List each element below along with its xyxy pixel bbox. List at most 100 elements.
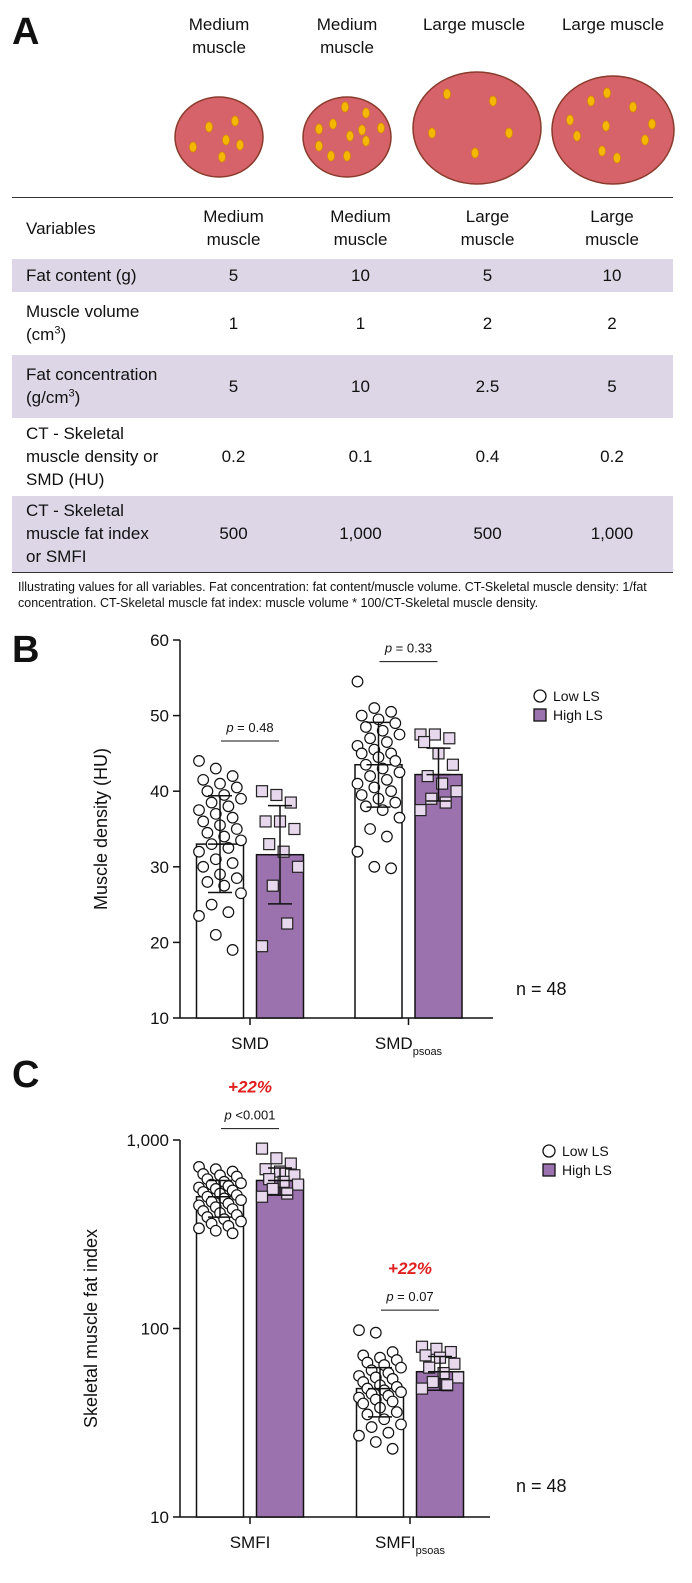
illustration-label: Medium muscle — [316, 15, 378, 57]
table-cell: 2 — [482, 313, 493, 333]
data-point — [281, 1187, 294, 1200]
y-axis-title: Muscle density (HU) — [91, 748, 111, 910]
data-point — [393, 811, 406, 824]
data-point — [385, 785, 398, 798]
category-subscript: psoas — [416, 1545, 446, 1557]
data-point — [284, 796, 297, 809]
panel-label: C — [12, 1054, 39, 1096]
row-label: Muscle volume (cm3) — [12, 292, 170, 355]
data-point — [389, 796, 402, 809]
data-point — [443, 732, 456, 745]
table-cell: 5 — [424, 258, 551, 292]
table-cell: 1,000 — [297, 495, 424, 573]
data-point — [446, 758, 459, 771]
header-cell: Large muscle — [460, 207, 515, 250]
table-body: Variables Medium muscle Medium muscle Large… — [12, 198, 673, 573]
legend-marker — [533, 708, 547, 722]
data-point — [230, 872, 243, 885]
data-point — [193, 1222, 205, 1235]
p-text: = 0.07 — [394, 1289, 434, 1304]
table-cell: 500 — [424, 495, 551, 573]
variables-table: Variables Medium muscle Medium muscle Large… — [12, 197, 673, 573]
row-label: Fat content (g) — [12, 258, 170, 292]
data-point — [419, 1349, 432, 1362]
data-point — [266, 879, 279, 892]
data-point — [209, 853, 222, 866]
illustration-label: Medium muscle — [188, 15, 250, 57]
data-point — [197, 773, 210, 786]
data-point — [414, 803, 427, 817]
label-text: ) — [60, 325, 67, 344]
bar — [195, 1195, 245, 1518]
table-row: Fat concentration (g/cm3) 5 10 2.5 5 — [12, 354, 673, 418]
data-point — [393, 766, 406, 779]
p-value: p = 0.48 — [225, 720, 273, 735]
data-point — [214, 777, 226, 790]
p-symbol: p — [384, 641, 392, 656]
header-cell: Medium muscle — [203, 207, 264, 250]
data-point — [361, 1408, 374, 1421]
data-point — [255, 785, 269, 798]
label-superscript: 3 — [68, 387, 75, 400]
x-tick-label: SMDpsoas — [375, 1034, 443, 1058]
data-point — [201, 826, 214, 839]
header-cell: Large muscle — [585, 207, 639, 250]
data-point — [255, 940, 269, 953]
p-symbol: p — [224, 1108, 232, 1123]
data-point — [448, 1357, 461, 1370]
label-text: Muscle volume (cm — [26, 302, 140, 344]
legend-marker — [542, 1144, 556, 1158]
data-point — [369, 1326, 382, 1339]
legend-label: High LS — [553, 707, 603, 723]
data-point — [351, 675, 364, 688]
data-point — [277, 845, 290, 858]
y-axis-title: Skeletal muscle fat index — [81, 1229, 101, 1428]
label-text: CT - Skeletal muscle fat index or SMFI — [26, 501, 149, 567]
data-point — [381, 773, 393, 786]
data-point — [201, 785, 214, 798]
label-text: Fat concentration (g/cm — [26, 365, 158, 407]
data-point — [197, 860, 210, 873]
table-cell: 1 — [355, 313, 366, 333]
data-point — [437, 1366, 450, 1380]
data-point — [205, 898, 218, 911]
bar — [415, 1370, 465, 1518]
y-tick-label: 30 — [150, 858, 169, 877]
data-point — [291, 860, 305, 873]
row-label: Fat concentration (g/cm3) — [12, 354, 170, 418]
data-point — [390, 1406, 403, 1419]
data-point — [423, 1361, 436, 1374]
row-label: CT - Skeletal muscle fat index or SMFI — [12, 495, 170, 573]
illustration-label: Large muscle — [422, 15, 526, 34]
row-label: CT - Skeletal muscle density or SMD (HU) — [12, 418, 170, 496]
data-point — [230, 781, 243, 794]
data-point — [284, 1157, 297, 1170]
data-point — [395, 1361, 407, 1374]
data-point — [222, 842, 235, 854]
y-tick-label: 10 — [150, 1009, 169, 1028]
data-point — [368, 702, 381, 714]
change-label: +22% — [388, 1259, 432, 1278]
table-cell: 10 — [551, 258, 673, 292]
data-point — [291, 1178, 305, 1191]
label-superscript: 3 — [54, 324, 61, 337]
data-point — [353, 1429, 365, 1442]
table-row: CT - Skeletal muscle fat index or SMFI 50… — [12, 495, 673, 573]
data-point — [235, 1194, 247, 1206]
label-text: Fat content (g) — [26, 265, 137, 285]
data-point — [439, 796, 452, 809]
p-text: = 0.48 — [234, 720, 274, 735]
data-point — [441, 1379, 454, 1392]
data-point — [360, 721, 372, 733]
data-point — [369, 1436, 382, 1448]
data-point — [218, 879, 231, 892]
label-text: CT - Skeletal muscle density or SMD (HU) — [26, 424, 159, 489]
data-point — [351, 777, 364, 790]
data-point — [235, 1215, 247, 1228]
data-point — [205, 796, 218, 809]
y-tick-label: 20 — [150, 933, 169, 952]
data-point — [357, 1397, 370, 1410]
data-point — [255, 1190, 269, 1203]
y-tick-label: 60 — [150, 631, 169, 650]
